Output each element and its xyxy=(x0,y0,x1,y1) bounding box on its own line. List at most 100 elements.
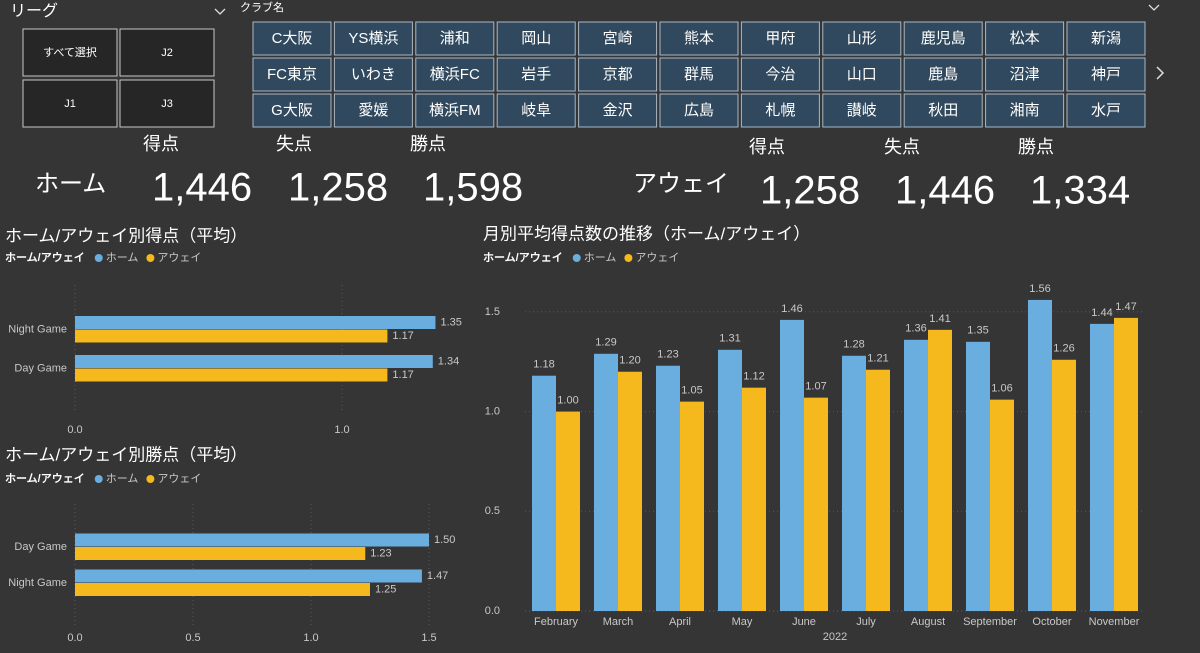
club-button[interactable] xyxy=(740,93,820,128)
club-button[interactable] xyxy=(903,93,983,128)
club-dropdown[interactable] xyxy=(1148,4,1160,11)
bar xyxy=(1052,359,1076,611)
club-button[interactable] xyxy=(333,21,413,56)
club-button[interactable] xyxy=(496,57,576,92)
club-button-label: 松本 xyxy=(1010,30,1040,47)
club-button[interactable] xyxy=(578,93,658,128)
data-label: 1.35 xyxy=(967,325,988,337)
club-button[interactable] xyxy=(822,57,902,92)
club-next-arrow[interactable] xyxy=(1156,66,1165,80)
club-button[interactable] xyxy=(1066,57,1146,92)
bar xyxy=(75,329,388,343)
y-tick-label: 1.0 xyxy=(485,406,500,418)
club-button-label: 広島 xyxy=(684,102,714,119)
legend-marker xyxy=(624,254,633,262)
legend-marker xyxy=(146,254,155,262)
data-label: 1.41 xyxy=(929,313,950,325)
bar xyxy=(75,569,422,583)
legend-label[interactable]: アウェイ xyxy=(635,251,679,264)
league-button[interactable] xyxy=(119,79,215,128)
club-button[interactable] xyxy=(415,93,495,128)
club-button[interactable] xyxy=(1066,21,1146,56)
league-button[interactable] xyxy=(119,28,215,77)
league-dropdown[interactable] xyxy=(214,8,226,15)
legend-label[interactable]: ホーム xyxy=(106,251,139,264)
x-tick-label: March xyxy=(603,616,634,628)
club-button[interactable] xyxy=(903,57,983,92)
club-button[interactable] xyxy=(822,93,902,128)
league-button-label: J3 xyxy=(161,98,173,110)
card-value: 1,446 xyxy=(152,166,252,210)
bar xyxy=(1090,323,1114,611)
club-button[interactable] xyxy=(415,57,495,92)
legend-marker xyxy=(146,475,155,483)
club-button[interactable] xyxy=(578,57,658,92)
card-value: 1,258 xyxy=(288,166,388,210)
data-label: 1.56 xyxy=(1029,283,1050,295)
legend-title: ホーム/アウェイ xyxy=(483,251,563,264)
club-button[interactable] xyxy=(740,21,820,56)
card-header: 勝点 xyxy=(410,134,446,154)
data-label: 1.47 xyxy=(427,570,448,582)
card-header: 勝点 xyxy=(1018,137,1054,157)
data-label: 1.17 xyxy=(392,369,413,381)
data-label: 1.36 xyxy=(905,323,926,335)
league-button[interactable] xyxy=(22,28,118,77)
legend-label[interactable]: アウェイ xyxy=(157,472,201,485)
club-button[interactable] xyxy=(252,21,332,56)
bar xyxy=(556,411,580,611)
x-tick-label: September xyxy=(963,616,1017,628)
legend-label[interactable]: ホーム xyxy=(584,251,617,264)
club-button[interactable] xyxy=(333,57,413,92)
club-button[interactable] xyxy=(985,21,1065,56)
legend-label[interactable]: アウェイ xyxy=(157,251,201,264)
club-slicer-title: クラブ名 xyxy=(240,0,284,14)
legend-title: ホーム/アウェイ xyxy=(5,251,85,264)
club-button[interactable] xyxy=(252,57,332,92)
bar xyxy=(75,316,436,329)
club-button-label: 岡山 xyxy=(521,30,551,47)
club-button-label: 鹿島 xyxy=(928,66,958,83)
card-label: ホーム xyxy=(35,170,106,197)
club-button[interactable] xyxy=(985,93,1065,128)
x-tick-label: 1.5 xyxy=(421,632,436,644)
club-button-label: 金沢 xyxy=(603,102,633,119)
data-label: 1.17 xyxy=(392,330,413,342)
club-button[interactable] xyxy=(496,93,576,128)
bar xyxy=(780,319,804,611)
club-button-label: 山口 xyxy=(847,66,877,83)
club-button[interactable] xyxy=(659,57,739,92)
club-button[interactable] xyxy=(578,21,658,56)
club-button[interactable] xyxy=(822,21,902,56)
club-button[interactable] xyxy=(252,93,332,128)
bar xyxy=(1028,299,1052,611)
data-label: 1.06 xyxy=(991,383,1012,395)
x-tick-label: June xyxy=(792,616,816,628)
club-button[interactable] xyxy=(659,93,739,128)
club-button-label: 神戸 xyxy=(1091,66,1121,83)
club-button-label: FC東京 xyxy=(267,66,317,83)
club-button[interactable] xyxy=(415,21,495,56)
club-button[interactable] xyxy=(985,57,1065,92)
club-button[interactable] xyxy=(496,21,576,56)
club-button[interactable] xyxy=(903,21,983,56)
club-button[interactable] xyxy=(659,21,739,56)
bar xyxy=(594,353,618,611)
bar xyxy=(866,369,890,611)
y-tick-label: Night Game xyxy=(8,577,67,589)
data-label: 1.05 xyxy=(681,385,702,397)
club-button[interactable] xyxy=(333,93,413,128)
legend-title: ホーム/アウェイ xyxy=(5,472,85,485)
club-button[interactable] xyxy=(1066,93,1146,128)
legend-label[interactable]: ホーム xyxy=(106,472,139,485)
club-button[interactable] xyxy=(740,57,820,92)
bar xyxy=(75,368,388,382)
card-header: 得点 xyxy=(143,134,179,154)
bar xyxy=(804,397,828,611)
club-button-label: 岐阜 xyxy=(521,102,551,119)
data-label: 1.28 xyxy=(843,339,864,351)
league-button[interactable] xyxy=(22,79,118,128)
